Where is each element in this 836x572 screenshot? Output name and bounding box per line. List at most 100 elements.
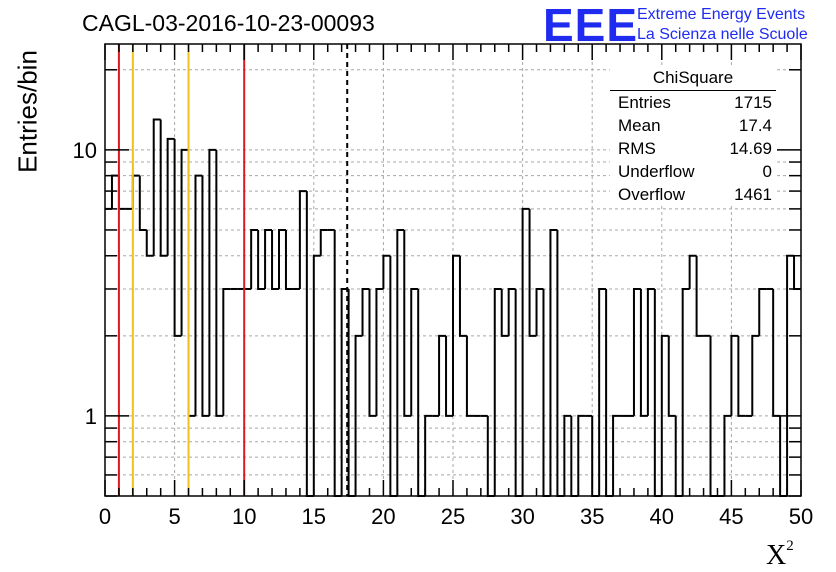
histogram-bin	[695, 255, 704, 337]
x-tick-label: 20	[371, 504, 395, 529]
x-tick-label: 50	[789, 504, 813, 529]
histogram-bin	[507, 287, 516, 336]
histogram-bin	[535, 287, 544, 336]
histogram-bin	[138, 175, 147, 231]
histogram-bin	[458, 255, 467, 337]
histogram-bin	[333, 229, 342, 497]
histogram-bin	[284, 229, 293, 290]
histogram-bin	[465, 335, 474, 417]
histogram-bin	[514, 288, 523, 497]
histogram-bin	[730, 334, 739, 416]
histogram-bin	[438, 334, 447, 416]
histogram-bin	[410, 287, 419, 416]
histogram-bin	[723, 414, 732, 496]
stats-row: RMS 14.69	[610, 137, 776, 160]
histogram-bin	[667, 335, 676, 417]
x-axis-label-base: X	[766, 540, 787, 571]
histogram-bin	[493, 287, 502, 496]
histogram-bin	[194, 174, 203, 416]
histogram-bin	[368, 288, 377, 417]
chart-title: CAGL-03-2016-10-23-00093	[82, 10, 375, 36]
y-tick-label: 10	[73, 138, 97, 163]
histogram-bin	[605, 288, 614, 497]
histogram-bin	[145, 229, 154, 257]
histogram-bin	[271, 229, 279, 290]
histogram-bin	[215, 149, 224, 417]
axis-tick-labels: 0 5 10 15 20 25 30 35 40 45 50 1 10	[73, 138, 814, 529]
histogram-bin	[521, 207, 530, 496]
stats-box: ChiSquare Entries 1715 Mean 17.4 RMS 14.69 …	[610, 66, 776, 206]
x-tick-label: 40	[650, 504, 674, 529]
x-tick-label: 25	[441, 504, 465, 529]
x-axis-label-superscript: 2	[786, 538, 794, 554]
x-axis-label: X2	[766, 538, 794, 572]
stats-row: Entries 1715	[610, 91, 776, 114]
stats-label: RMS	[618, 139, 656, 158]
histogram-bin	[639, 288, 648, 417]
stats-row: Underflow 0	[610, 160, 776, 183]
histogram-bin	[452, 254, 460, 416]
histogram-bin	[382, 254, 391, 289]
histogram-bin	[257, 229, 266, 290]
histogram-bin	[772, 288, 781, 417]
reference-lines	[117, 44, 349, 496]
histogram-bin	[396, 228, 405, 496]
stats-value: 14.69	[729, 139, 772, 158]
x-tick-label: 45	[719, 504, 743, 529]
histogram-bin	[598, 287, 607, 496]
histogram-bin	[173, 138, 182, 337]
histogram-bin	[354, 334, 363, 496]
histogram-bin	[793, 255, 801, 290]
histogram-bin	[660, 334, 669, 496]
histogram-bin	[375, 287, 384, 416]
histogram-bin	[319, 228, 328, 256]
histogram-bin	[556, 229, 565, 497]
histogram-bin	[361, 287, 370, 336]
stats-label: Overflow	[618, 185, 686, 204]
eee-logo: EEE	[543, 0, 639, 51]
histogram-bin	[758, 287, 767, 336]
histogram-bin	[632, 287, 641, 416]
histogram-bin	[166, 137, 175, 256]
histogram-bin	[222, 287, 231, 416]
histogram-bin	[786, 254, 795, 496]
histogram-bin	[152, 118, 161, 256]
stats-value: 1715	[734, 93, 772, 112]
stats-value: 0	[762, 162, 772, 181]
x-tick-label: 5	[168, 504, 180, 529]
histogram-bin	[250, 228, 259, 289]
histogram-bin	[389, 255, 398, 497]
stats-row: Mean 17.4	[610, 114, 776, 137]
histogram-bin	[347, 288, 356, 497]
stats-row: Overflow 1461	[610, 183, 776, 206]
histogram-bin	[445, 335, 453, 417]
histogram-bin	[577, 414, 586, 496]
histogram-bin	[264, 228, 273, 289]
histogram-bin	[180, 148, 189, 336]
histogram-bin	[688, 254, 697, 289]
logo-line-2: La Scienza nelle Scuole	[637, 26, 808, 43]
histogram-bin	[549, 228, 558, 496]
stats-label: Underflow	[618, 162, 695, 181]
histogram-bin	[403, 229, 412, 417]
histogram-bin	[159, 119, 168, 257]
histogram-bin	[340, 287, 349, 496]
x-tick-label: 10	[232, 504, 256, 529]
histogram-bin	[500, 288, 509, 337]
x-tick-label: 15	[302, 504, 326, 529]
histogram-bin	[110, 174, 119, 209]
histogram-bin	[612, 414, 621, 496]
histogram-bin	[646, 287, 655, 416]
histogram-bin	[681, 287, 690, 496]
y-tick-label: 1	[85, 404, 97, 429]
histogram-bin	[312, 254, 321, 496]
stats-value: 17.4	[738, 116, 772, 135]
axis-ticks	[104, 44, 802, 497]
histogram-bin	[417, 288, 426, 497]
histogram-bin	[298, 190, 307, 289]
histogram-bin	[542, 288, 551, 497]
histogram-bin	[737, 335, 746, 417]
y-axis-label: Entries/bin	[12, 50, 43, 173]
histogram-bin	[201, 175, 210, 417]
histogram-bin	[751, 334, 760, 416]
